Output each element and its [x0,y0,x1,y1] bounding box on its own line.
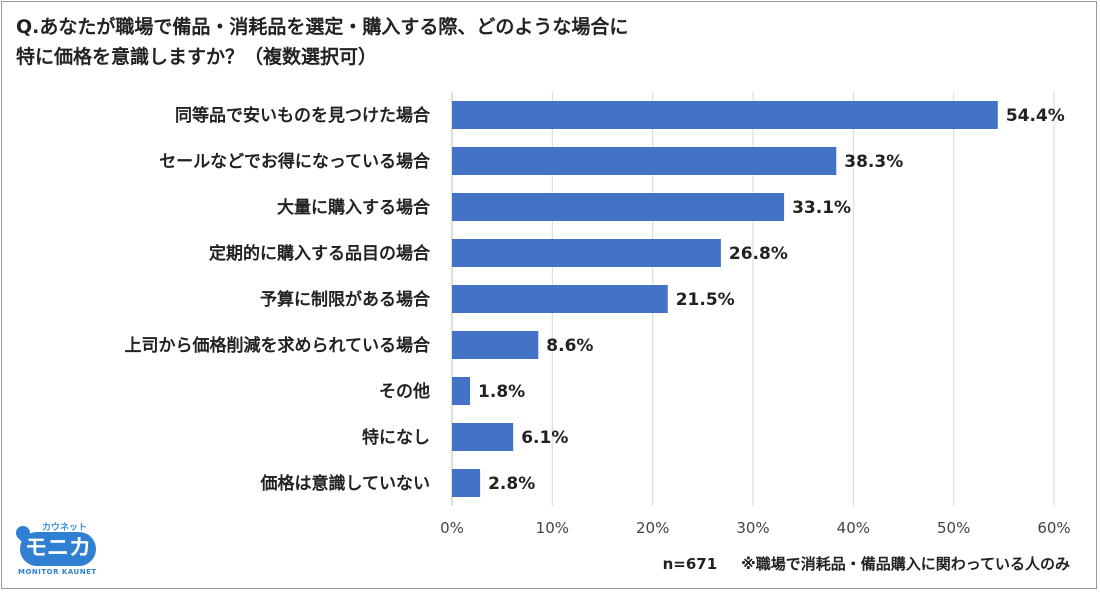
category-label: 特になし [362,427,430,448]
category-label: 予算に制限がある場合 [260,289,431,310]
bar [452,331,539,359]
question-line-2: 特に価格を意識しますか？（複数選択可） [16,46,378,68]
category-label: 価格は意識していない [260,473,431,494]
x-tick-label: 10% [536,519,569,537]
x-tick-label: 30% [736,519,769,537]
value-label: 21.5% [676,290,735,310]
x-tick-label: 40% [837,519,870,537]
bar [452,193,785,221]
bar [452,239,721,267]
bar [452,469,481,497]
bar [452,377,471,405]
value-label: 2.8% [488,474,535,494]
monika-logo: カウネット モニカ MONITOR KAUNET [13,520,104,582]
x-tick-label: 20% [636,519,669,537]
question-line-1: Q.あなたが職場で備品・消耗品を選定・購入する際、どのような場合に [16,16,629,38]
chart-footer: n=671 ※職場で消耗品・備品購入に関わっている人のみ [663,553,1070,574]
value-label: 1.8% [478,382,525,402]
category-label: その他 [379,381,430,402]
bar [452,285,668,313]
category-label: 大量に購入する場合 [277,197,431,218]
value-label: 26.8% [729,244,788,264]
logo-kana: カウネット [42,523,88,533]
category-label: 定期的に購入する品目の場合 [209,243,431,264]
value-label: 8.6% [546,336,593,356]
value-label: 38.3% [844,152,903,172]
value-label: 33.1% [792,198,851,218]
value-label: 6.1% [521,428,568,448]
x-tick-label: 60% [1037,519,1070,537]
sample-note: ※職場で消耗品・備品購入に関わっている人のみ [741,555,1070,573]
bar [452,423,514,451]
sample-size: n=671 [662,555,718,573]
logo-caption: MONITOR KAUNET [18,568,97,576]
category-label: 同等品で安いものを見つけた場合 [175,105,431,126]
x-tick-label: 50% [937,519,970,537]
category-label: セールなどでお得になっている場合 [159,151,431,172]
value-label: 54.4% [1006,106,1065,126]
logo-name: モニカ [20,532,96,566]
bar [452,147,837,175]
x-tick-label: 0% [440,519,464,537]
category-label: 上司から価格削減を求められている場合 [125,335,431,356]
question-title: Q.あなたが職場で備品・消耗品を選定・購入する際、どのような場合に 特に価格を意… [16,12,1076,72]
bar [452,101,998,129]
